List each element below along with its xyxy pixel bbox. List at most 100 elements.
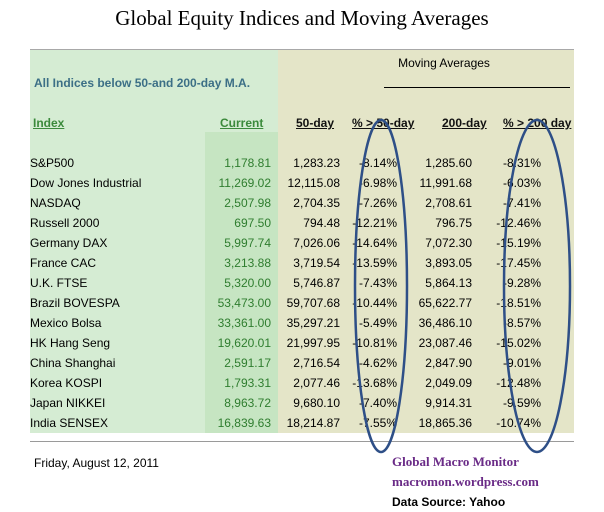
cell-200-day: 9,914.31 (425, 396, 472, 410)
cell-50-day: 18,214.87 (286, 416, 340, 430)
cell-200-day: 796.75 (435, 216, 472, 230)
cell-current: 2,507.98 (224, 196, 271, 210)
cell-50-day: 1,283.23 (293, 156, 340, 170)
cell-index: NASDAQ (30, 196, 81, 210)
cell-pct-200-day: -9.28% (502, 276, 541, 290)
cell-current: 5,997.74 (224, 236, 271, 250)
cell-200-day: 36,486.10 (418, 316, 472, 330)
header-pct-200-day: % > 200 day (503, 116, 572, 130)
cell-50-day: 12,115.08 (287, 176, 341, 190)
report-date: Friday, August 12, 2011 (34, 456, 159, 470)
cell-current: 33,361.00 (217, 316, 271, 330)
cell-pct-200-day: -6.03% (502, 176, 541, 190)
cell-50-day: 5,746.87 (293, 276, 340, 290)
table-row: Japan NIKKEI 8,963.72 9,680.10 -7.40% 9,914.… (30, 393, 541, 413)
cell-index: U.K. FTSE (30, 276, 88, 290)
brand-name: Global Macro Monitor (392, 454, 519, 469)
cell-200-day: 23,087.46 (418, 336, 472, 350)
cell-50-day: 59,707.68 (286, 296, 340, 310)
cell-current: 697.50 (234, 216, 271, 230)
cell-200-day: 3,893.05 (425, 256, 472, 270)
cell-50-day: 794.48 (303, 216, 340, 230)
cell-50-day: 3,719.54 (293, 256, 340, 270)
table-subtitle: All Indices below 50-and 200-day M.A. (34, 76, 251, 90)
table-row: China Shanghai 2,591.17 2,716.54 -4.62% 2,84… (30, 353, 541, 373)
table-row: India SENSEX 16,839.63 18,214.87 -7.55% 18,8… (30, 413, 541, 433)
cell-pct-50-day: -7.40% (358, 396, 397, 410)
cell-200-day: 5,864.13 (425, 276, 472, 290)
indices-table: S&P500 1,178.81 1,283.23 -8.14% 1,285.60 -8.3… (30, 153, 541, 433)
table-row: U.K. FTSE 5,320.00 5,746.87 -7.43% 5,864.13 -… (30, 273, 541, 293)
cell-index: France CAC (30, 256, 97, 270)
top-divider (30, 49, 574, 50)
cell-50-day: 7,026.06 (293, 236, 340, 250)
cell-50-day: 35,297.21 (286, 316, 340, 330)
cell-pct-200-day: -8.57% (502, 316, 541, 330)
cell-pct-200-day: -7.41% (502, 196, 541, 210)
cell-pct-200-day: -12.48% (496, 376, 541, 390)
cell-current: 1,793.31 (224, 376, 271, 390)
cell-index: China Shanghai (30, 356, 116, 370)
cell-pct-50-day: -8.14% (358, 156, 397, 170)
cell-200-day: 7,072.30 (425, 236, 472, 250)
bottom-divider (30, 441, 574, 442)
cell-pct-50-day: -12.21% (352, 216, 397, 230)
cell-pct-50-day: -7.43% (358, 276, 397, 290)
table-row: Dow Jones Industrial 11,269.02 12,115.08 -6… (30, 173, 541, 193)
table-row: S&P500 1,178.81 1,283.23 -8.14% 1,285.60 -8.3… (30, 153, 541, 173)
table-row: HK Hang Seng 19,620.01 21,997.95 -10.81% 23,… (30, 333, 541, 353)
cell-current: 1,178.81 (224, 156, 271, 170)
cell-pct-50-day: -5.49% (358, 316, 397, 330)
current-column-background (205, 132, 278, 433)
cell-index: HK Hang Seng (30, 336, 111, 350)
cell-50-day: 2,704.35 (293, 196, 340, 210)
cell-index: Japan NIKKEI (30, 396, 106, 410)
moving-averages-underline (384, 87, 570, 88)
cell-current: 19,620.01 (217, 336, 271, 350)
cell-pct-50-day: -10.81% (352, 336, 397, 350)
cell-index: India SENSEX (30, 416, 109, 430)
cell-pct-50-day: -10.44% (352, 296, 397, 310)
cell-200-day: 11,991.68 (419, 176, 473, 190)
page-title: Global Equity Indices and Moving Average… (115, 6, 489, 30)
header-pct-50-day: % > 50-day (352, 116, 415, 130)
cell-200-day: 2,847.90 (425, 356, 472, 370)
cell-pct-200-day: -12.46% (496, 216, 541, 230)
cell-pct-50-day: -13.59% (352, 256, 397, 270)
cell-index: Mexico Bolsa (30, 316, 102, 330)
header-200-day: 200-day (442, 116, 487, 130)
cell-pct-200-day: -17.45% (496, 256, 541, 270)
table-row: France CAC 3,213.88 3,719.54 -13.59% 3,893.0… (30, 253, 541, 273)
cell-current: 16,839.63 (217, 416, 271, 430)
cell-pct-50-day: -4.62% (358, 356, 397, 370)
header-current: Current (220, 116, 264, 130)
cell-pct-50-day: -14.64% (352, 236, 397, 250)
cell-200-day: 65,622.77 (418, 296, 472, 310)
cell-200-day: 2,708.61 (425, 196, 472, 210)
indices-table-body: S&P500 1,178.81 1,283.23 -8.14% 1,285.60 -8.3… (30, 153, 541, 433)
cell-current: 2,591.17 (224, 356, 271, 370)
cell-200-day: 2,049.09 (425, 376, 472, 390)
cell-index: Russell 2000 (30, 216, 100, 230)
header-50-day: 50-day (296, 116, 335, 130)
cell-200-day: 18,865.36 (418, 416, 472, 430)
table-row: NASDAQ 2,507.98 2,704.35 -7.26% 2,708.61 -7.4… (30, 193, 541, 213)
cell-index: Dow Jones Industrial (30, 176, 142, 190)
moving-averages-header: Moving Averages (398, 56, 490, 70)
cell-current: 53,473.00 (217, 296, 271, 310)
cell-50-day: 2,716.54 (293, 356, 340, 370)
cell-pct-200-day: -8.31% (502, 156, 541, 170)
cell-index: S&P500 (30, 156, 75, 170)
cell-pct-200-day: -15.02% (496, 336, 541, 350)
cell-pct-200-day: -10.74% (496, 416, 541, 430)
table-row: Germany DAX 5,997.74 7,026.06 -14.64% 7,072.… (30, 233, 541, 253)
table-row: Korea KOSPI 1,793.31 2,077.46 -13.68% 2,049.… (30, 373, 541, 393)
cell-current: 5,320.00 (224, 276, 271, 290)
cell-pct-50-day: -13.68% (352, 376, 397, 390)
table-row: Brazil BOVESPA 53,473.00 59,707.68 -10.44% 6… (30, 293, 541, 313)
cell-200-day: 1,285.60 (425, 156, 472, 170)
cell-pct-200-day: -15.19% (496, 236, 541, 250)
data-source: Data Source: Yahoo (392, 495, 506, 509)
cell-pct-50-day: -6.98% (358, 176, 397, 190)
header-index: Index (33, 116, 65, 130)
